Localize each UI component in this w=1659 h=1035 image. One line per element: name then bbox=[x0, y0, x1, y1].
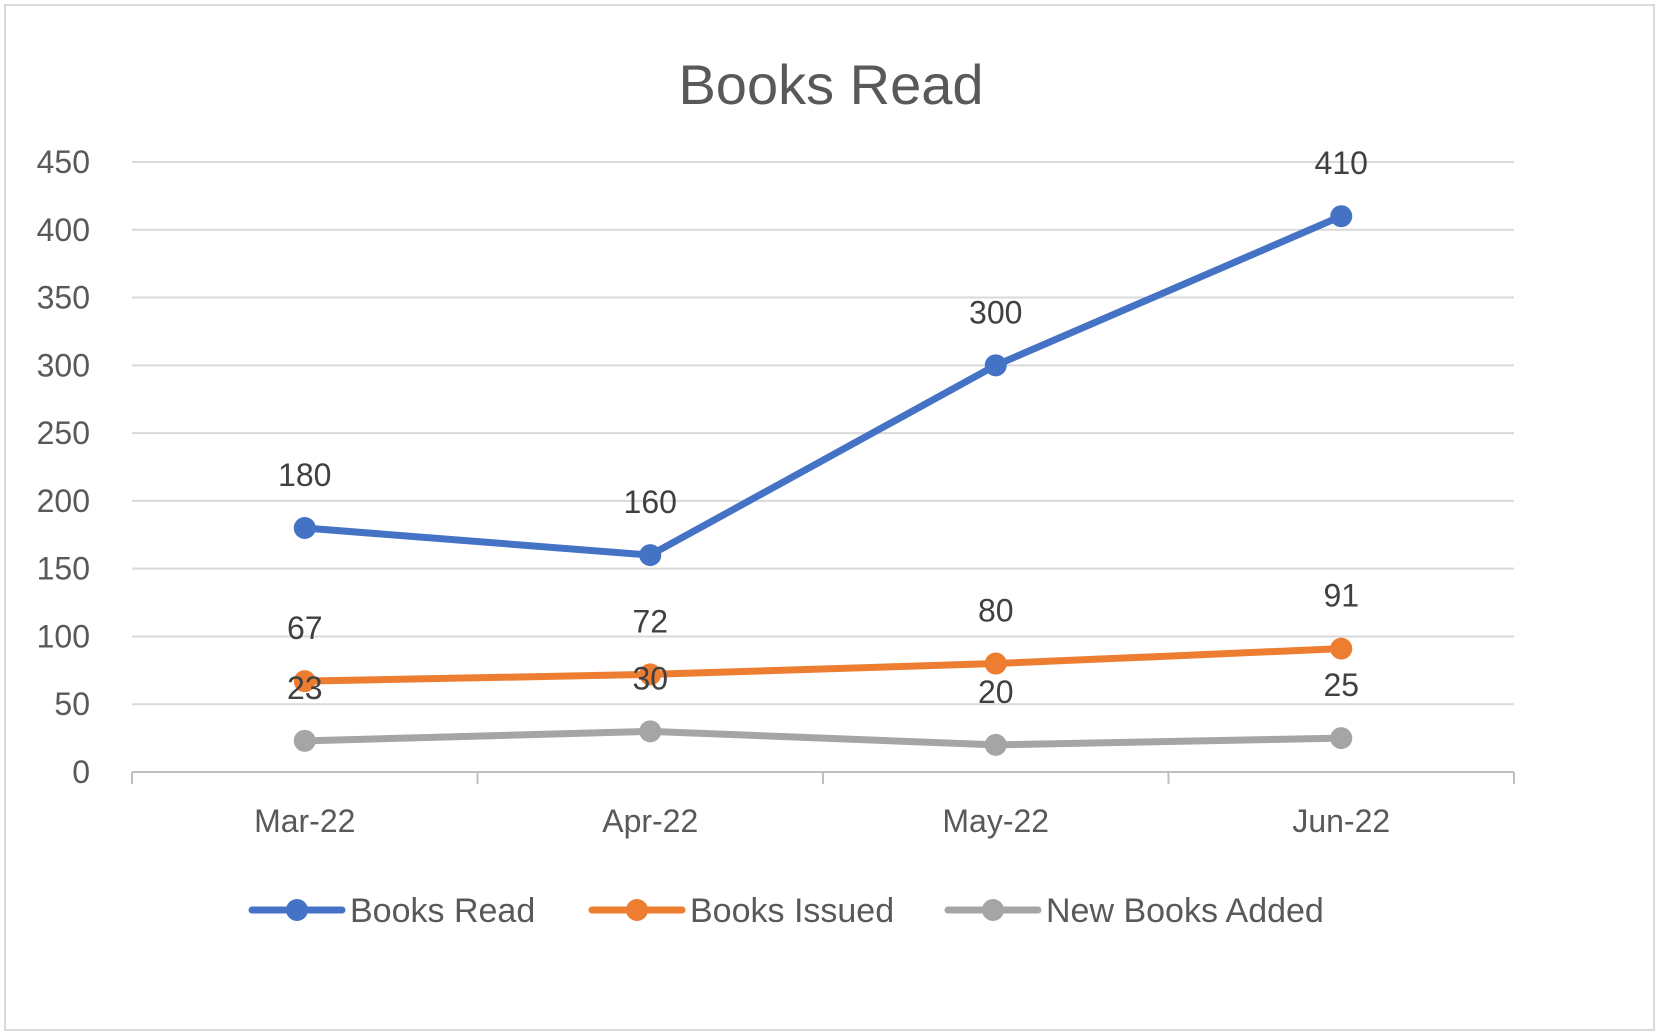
data-point bbox=[639, 544, 662, 567]
data-label: 67 bbox=[287, 610, 323, 646]
y-tick-label: 350 bbox=[37, 280, 90, 316]
x-tick-label: Apr-22 bbox=[602, 803, 698, 839]
line-chart: Books Read 0 50 100 150 200 250 300 350 400 450 Ma… bbox=[37, 53, 1515, 930]
data-point bbox=[639, 663, 662, 686]
data-label: 160 bbox=[624, 484, 677, 520]
data-label: 300 bbox=[969, 294, 1022, 330]
legend-marker bbox=[626, 899, 648, 921]
data-point bbox=[293, 670, 316, 693]
data-point bbox=[639, 720, 662, 743]
data-label: 25 bbox=[1323, 667, 1359, 703]
y-tick-label: 100 bbox=[37, 618, 90, 654]
y-tick-label: 450 bbox=[37, 144, 90, 180]
data-point bbox=[984, 652, 1007, 675]
series-line bbox=[301, 645, 1345, 685]
data-label: 23 bbox=[287, 670, 323, 706]
data-label: 91 bbox=[1323, 578, 1359, 614]
data-label: 20 bbox=[978, 674, 1014, 710]
chart-title: Books Read bbox=[678, 53, 983, 116]
x-tick-label: May-22 bbox=[942, 803, 1049, 839]
data-point bbox=[293, 517, 316, 539]
data-label: 80 bbox=[978, 593, 1014, 629]
data-point bbox=[293, 729, 316, 752]
y-tick-label: 400 bbox=[37, 212, 90, 248]
data-point bbox=[1330, 727, 1353, 750]
y-tick-label: 50 bbox=[54, 686, 90, 722]
data-point bbox=[1330, 637, 1353, 660]
y-tick-label: 200 bbox=[37, 483, 90, 519]
legend-label: New Books Added bbox=[1046, 892, 1324, 930]
series-line bbox=[301, 727, 1345, 749]
x-tick-label: Jun-22 bbox=[1292, 803, 1390, 839]
y-tick-label: 150 bbox=[37, 551, 90, 587]
data-label: 30 bbox=[632, 660, 668, 696]
legend-marker bbox=[286, 899, 308, 921]
data-point bbox=[984, 354, 1007, 377]
data-label: 410 bbox=[1315, 145, 1368, 181]
chart-frame: Books Read 0 50 100 150 200 250 300 350 400 450 Ma… bbox=[4, 4, 1655, 1031]
legend-label: Books Read bbox=[350, 892, 535, 930]
data-point bbox=[984, 733, 1007, 756]
data-label: 72 bbox=[632, 603, 668, 639]
y-tick-label: 300 bbox=[37, 347, 90, 383]
series-line bbox=[301, 212, 1345, 559]
y-tick-label: 0 bbox=[72, 754, 90, 790]
x-tick-label: Mar-22 bbox=[254, 803, 355, 839]
data-point bbox=[1330, 205, 1353, 228]
data-label: 180 bbox=[278, 457, 331, 493]
legend-label: Books Issued bbox=[690, 892, 894, 930]
y-tick-label: 250 bbox=[37, 415, 90, 451]
legend-marker bbox=[982, 899, 1004, 921]
